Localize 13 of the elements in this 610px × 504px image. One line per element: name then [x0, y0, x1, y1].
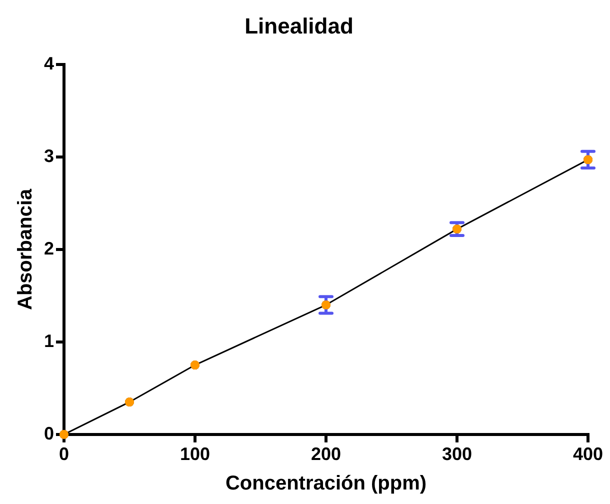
y-tick-label: 0 — [44, 423, 54, 444]
y-tick-label: 3 — [44, 146, 54, 166]
chart-title: Linealidad — [244, 13, 354, 38]
y-tick-label: 1 — [44, 330, 54, 351]
x-tick-label: 300 — [442, 444, 472, 464]
y-tick-label: 4 — [44, 53, 54, 74]
x-tick-label: 100 — [180, 444, 210, 464]
x-tick-label: 400 — [572, 444, 604, 464]
y-axis-title: Absorbancia — [14, 188, 37, 310]
x-axis-title: Concentración (ppm) — [225, 472, 427, 495]
x-tick-label: 0 — [59, 444, 70, 464]
x-tick-label: 200 — [310, 444, 342, 464]
y-tick-label: 2 — [44, 238, 54, 258]
